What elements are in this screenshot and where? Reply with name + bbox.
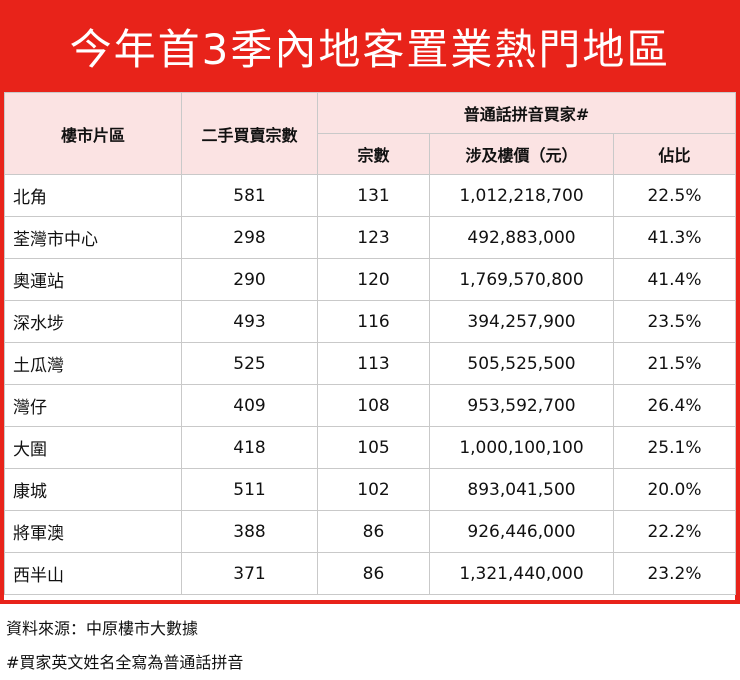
cell-count: 131: [317, 174, 430, 217]
cell-secondhand: 371: [181, 552, 318, 595]
header-row-sub: 宗數 涉及樓價（元） 佔比: [5, 133, 736, 175]
cell-area: 荃灣市中心: [4, 216, 182, 259]
cell-secondhand: 388: [181, 510, 318, 553]
cell-area: 大圍: [4, 426, 182, 469]
cell-count: 86: [317, 510, 430, 553]
cell-area: 奧運站: [4, 258, 182, 301]
cell-count: 113: [317, 342, 430, 385]
cell-area: 深水埗: [4, 300, 182, 343]
cell-count: 102: [317, 468, 430, 511]
cell-share: 23.2%: [613, 552, 736, 595]
table-row: 深水埗 493 116 394,257,900 23.5%: [4, 300, 736, 343]
header-area: 樓市片區: [4, 92, 182, 175]
table-body: 北角 581 131 1,012,218,700 22.5% 荃灣市中心 298 123 492…: [4, 174, 736, 595]
cell-share: 23.5%: [613, 300, 736, 343]
cell-area: 土瓜灣: [4, 342, 182, 385]
cell-area: 灣仔: [4, 384, 182, 427]
data-table: 樓市片區 二手買賣宗數 普通話拼音買家# 宗數 涉及樓價（元） 佔比 北角 581…: [4, 92, 736, 595]
cell-area: 北角: [4, 174, 182, 217]
cell-value: 953,592,700: [429, 384, 614, 427]
cell-value: 1,769,570,800: [429, 258, 614, 301]
red-frame: 今年首3季內地客置業熱門地區 樓市片區 二手買賣宗數 普通話拼音買家# 宗數 涉…: [0, 0, 740, 604]
table-row: 灣仔 409 108 953,592,700 26.4%: [4, 384, 736, 427]
cell-share: 20.0%: [613, 468, 736, 511]
table-container: 樓市片區 二手買賣宗數 普通話拼音買家# 宗數 涉及樓價（元） 佔比 北角 581…: [4, 92, 736, 600]
cell-secondhand: 290: [181, 258, 318, 301]
cell-count: 123: [317, 216, 430, 259]
cell-count: 105: [317, 426, 430, 469]
cell-value: 1,321,440,000: [429, 552, 614, 595]
notes: 資料來源：中原樓市大數據 #買家英文姓名全寫為普通話拼音: [6, 612, 243, 680]
header-pinyin-group: 普通話拼音買家#: [317, 92, 736, 134]
cell-secondhand: 418: [181, 426, 318, 469]
source-note: 資料來源：中原樓市大數據: [6, 619, 199, 638]
header-share: 佔比: [613, 133, 736, 175]
cell-share: 25.1%: [613, 426, 736, 469]
cell-value: 394,257,900: [429, 300, 614, 343]
cell-value: 926,446,000: [429, 510, 614, 553]
page-title: 今年首3季內地客置業熱門地區: [69, 24, 671, 74]
table-row: 荃灣市中心 298 123 492,883,000 41.3%: [4, 216, 736, 259]
table-row: 將軍澳 388 86 926,446,000 22.2%: [4, 510, 736, 553]
cell-secondhand: 298: [181, 216, 318, 259]
cell-value: 1,012,218,700: [429, 174, 614, 217]
cell-count: 86: [317, 552, 430, 595]
table-row: 土瓜灣 525 113 505,525,500 21.5%: [4, 342, 736, 385]
cell-share: 26.4%: [613, 384, 736, 427]
header-secondhand: 二手買賣宗數: [181, 92, 318, 175]
cell-value: 893,041,500: [429, 468, 614, 511]
cell-area: 西半山: [4, 552, 182, 595]
cell-count: 108: [317, 384, 430, 427]
cell-share: 21.5%: [613, 342, 736, 385]
cell-share: 22.5%: [613, 174, 736, 217]
header-value: 涉及樓價（元）: [429, 133, 614, 175]
header-row-top: 樓市片區 二手買賣宗數 普通話拼音買家#: [4, 92, 736, 175]
cell-value: 1,000,100,100: [429, 426, 614, 469]
cell-share: 22.2%: [613, 510, 736, 553]
table-row: 康城 511 102 893,041,500 20.0%: [4, 468, 736, 511]
cell-count: 120: [317, 258, 430, 301]
cell-secondhand: 525: [181, 342, 318, 385]
cell-share: 41.4%: [613, 258, 736, 301]
cell-value: 505,525,500: [429, 342, 614, 385]
table-row: 大圍 418 105 1,000,100,100 25.1%: [4, 426, 736, 469]
cell-value: 492,883,000: [429, 216, 614, 259]
table-row: 北角 581 131 1,012,218,700 22.5%: [4, 174, 736, 217]
footnote: #買家英文姓名全寫為普通話拼音: [6, 653, 244, 672]
cell-secondhand: 581: [181, 174, 318, 217]
cell-count: 116: [317, 300, 430, 343]
cell-area: 康城: [4, 468, 182, 511]
cell-area: 將軍澳: [4, 510, 182, 553]
table-row: 奧運站 290 120 1,769,570,800 41.4%: [4, 258, 736, 301]
cell-share: 41.3%: [613, 216, 736, 259]
cell-secondhand: 493: [181, 300, 318, 343]
table-row: 西半山 371 86 1,321,440,000 23.2%: [4, 552, 736, 595]
cell-secondhand: 511: [181, 468, 318, 511]
cell-secondhand: 409: [181, 384, 318, 427]
header-count: 宗數: [317, 133, 430, 175]
